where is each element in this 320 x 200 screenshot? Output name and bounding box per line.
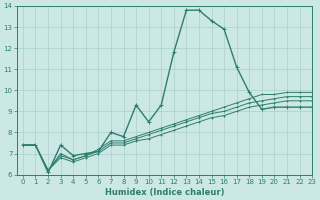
X-axis label: Humidex (Indice chaleur): Humidex (Indice chaleur) — [105, 188, 224, 197]
